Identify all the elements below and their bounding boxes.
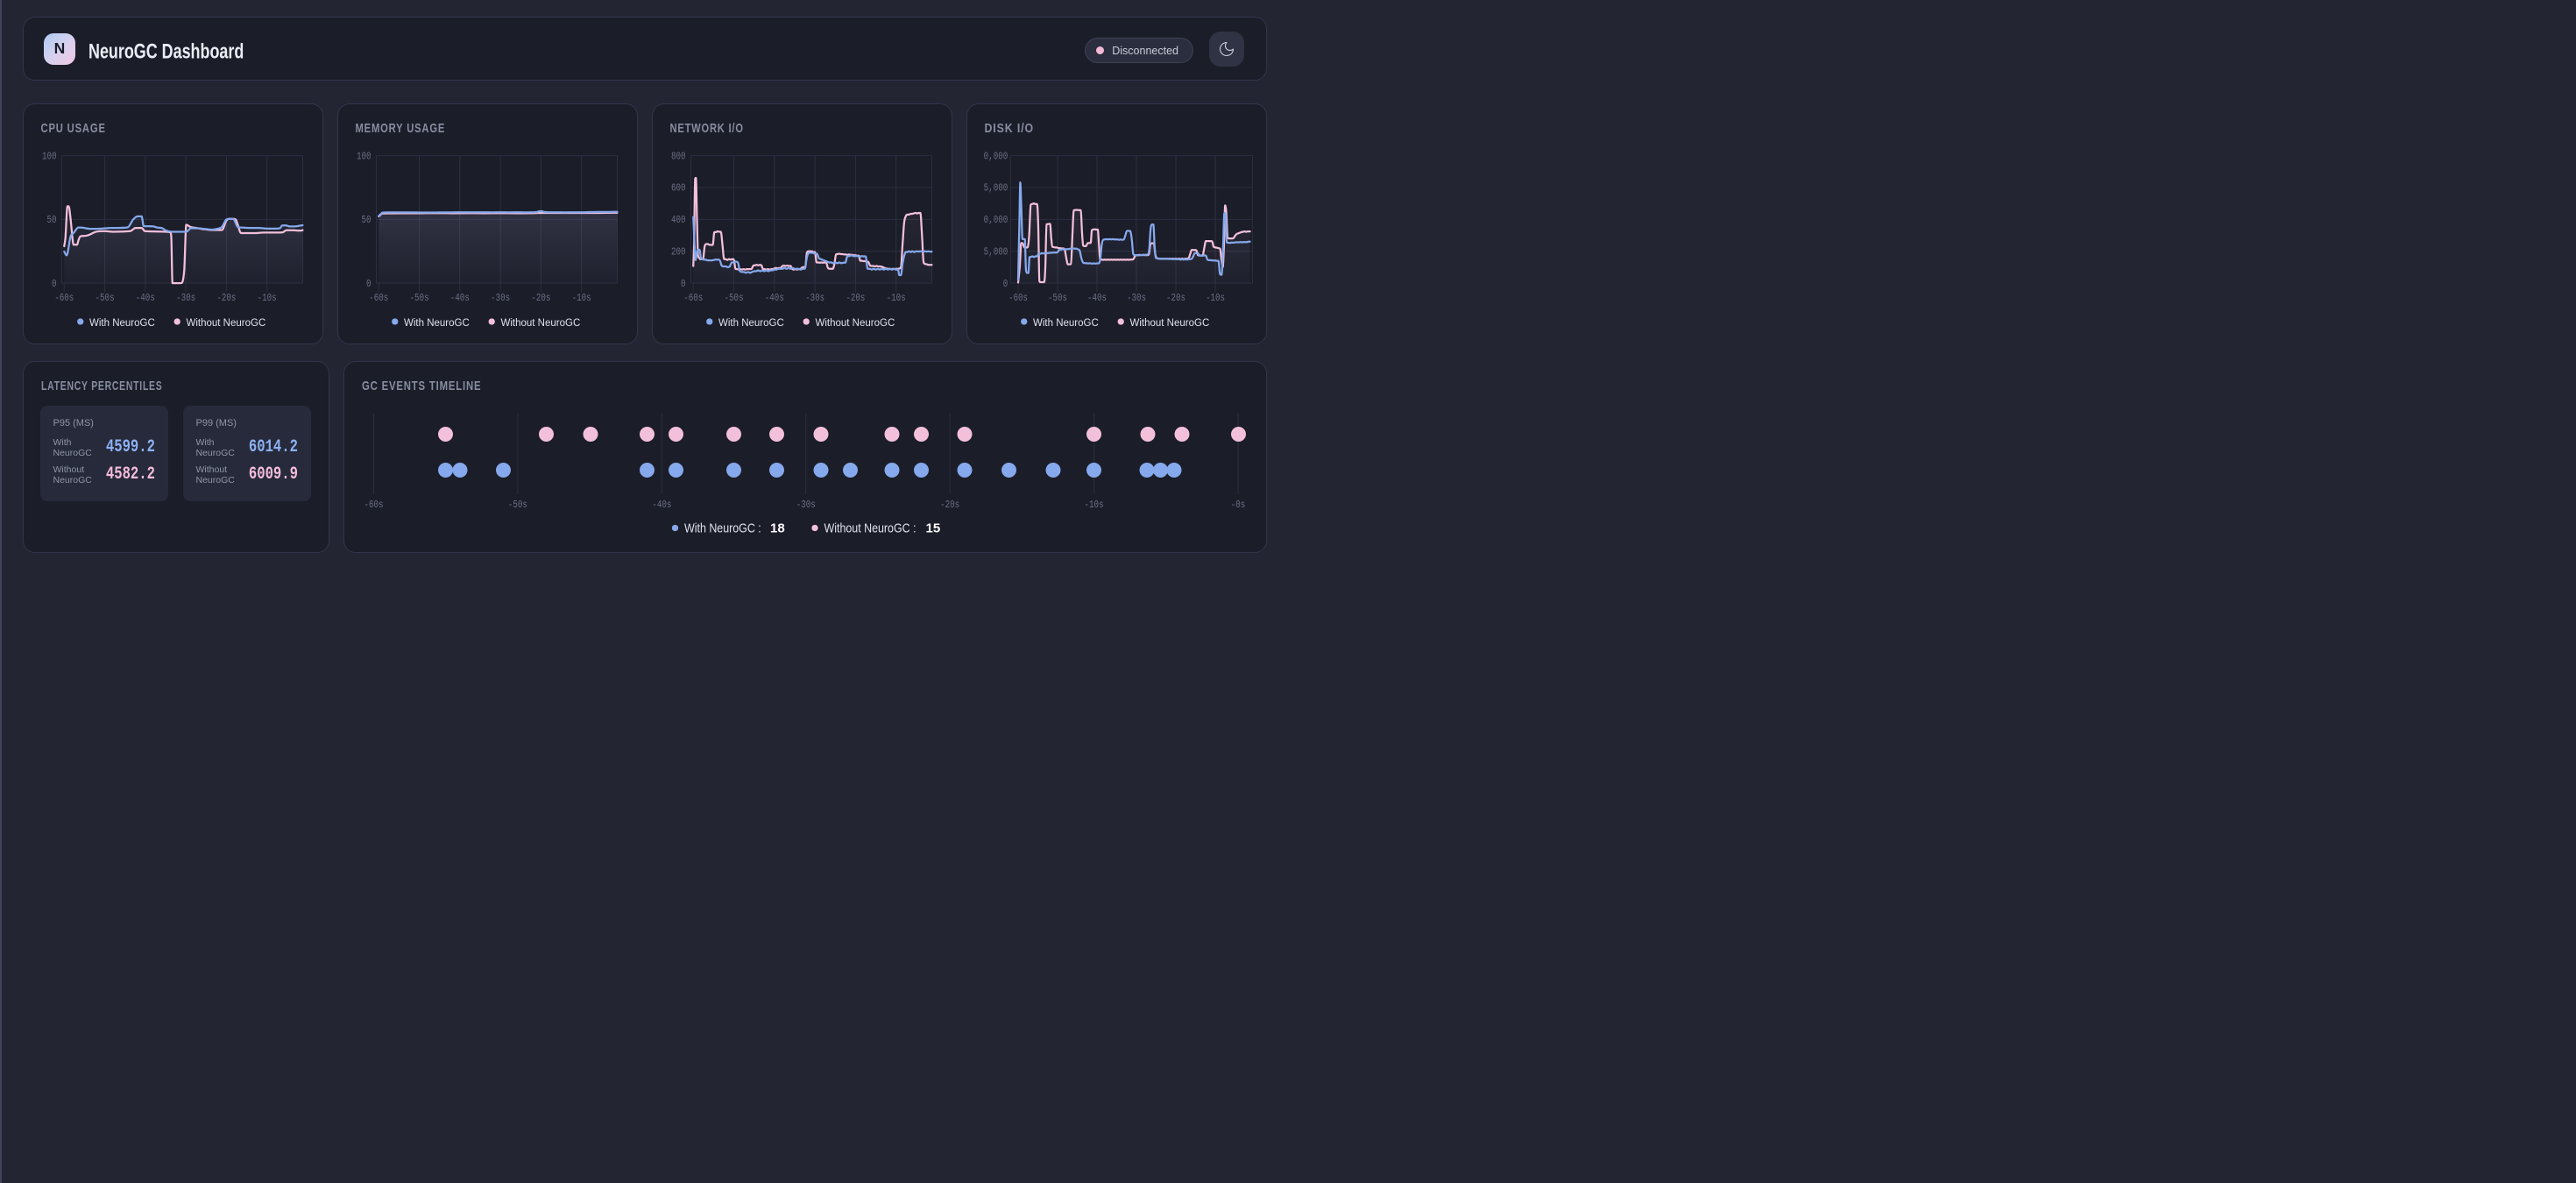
svg-text:50: 50: [46, 215, 56, 226]
svg-text:200: 200: [670, 246, 685, 258]
svg-text:Without NeuroGC: Without NeuroGC: [815, 318, 895, 329]
svg-text:-20s: -20s: [216, 293, 236, 304]
svg-text:800: 800: [670, 151, 685, 162]
svg-text:-60s: -60s: [54, 293, 74, 304]
svg-text:-50s: -50s: [724, 293, 743, 304]
svg-text:-50s: -50s: [409, 293, 428, 304]
svg-text:Without NeuroGC :: Without NeuroGC :: [824, 521, 916, 535]
svg-text:MEMORY USAGE: MEMORY USAGE: [355, 120, 445, 135]
svg-text:With NeuroGC :: With NeuroGC :: [684, 521, 761, 535]
svg-text:0: 0: [365, 279, 371, 290]
svg-text:-10s: -10s: [886, 293, 905, 304]
svg-text:100: 100: [41, 151, 56, 162]
svg-text:With NeuroGC: With NeuroGC: [404, 318, 470, 329]
svg-text:-30s: -30s: [1126, 293, 1145, 304]
svg-text:600: 600: [670, 182, 685, 194]
svg-text:-20s: -20s: [940, 499, 959, 511]
svg-text:-50s: -50s: [508, 499, 527, 511]
svg-text:0,000: 0,000: [983, 151, 1008, 162]
svg-text:-10s: -10s: [1085, 499, 1104, 511]
svg-text:18: 18: [770, 521, 785, 535]
svg-text:DISK I/O: DISK I/O: [984, 120, 1034, 134]
svg-text:-30s: -30s: [805, 293, 824, 304]
svg-text:-40s: -40s: [135, 293, 154, 304]
svg-text:-50s: -50s: [95, 293, 114, 304]
svg-text:-60s: -60s: [369, 293, 388, 304]
svg-text:0: 0: [1002, 279, 1008, 290]
svg-text:-50s: -50s: [1047, 293, 1066, 304]
svg-text:Without NeuroGC: Without NeuroGC: [500, 318, 580, 329]
svg-text:0: 0: [51, 279, 56, 290]
svg-text:-60s: -60s: [364, 499, 383, 511]
svg-text:-30s: -30s: [491, 293, 510, 304]
svg-text:-60s: -60s: [683, 293, 703, 304]
svg-text:-60s: -60s: [1008, 293, 1027, 304]
svg-text:With NeuroGC: With NeuroGC: [1033, 318, 1099, 329]
svg-text:400: 400: [670, 215, 685, 226]
svg-text:5,000: 5,000: [983, 246, 1008, 258]
svg-text:CPU USAGE: CPU USAGE: [40, 120, 105, 135]
svg-text:50: 50: [361, 215, 371, 226]
svg-text:-10s: -10s: [571, 293, 591, 304]
svg-text:-30s: -30s: [796, 499, 816, 511]
svg-text:-10s: -10s: [257, 293, 276, 304]
svg-text:-40s: -40s: [1086, 293, 1106, 304]
svg-text:-0s: -0s: [1231, 499, 1246, 511]
svg-text:Without NeuroGC: Without NeuroGC: [186, 318, 265, 329]
svg-text:0: 0: [680, 279, 685, 290]
svg-text:-10s: -10s: [1205, 293, 1224, 304]
svg-text:-40s: -40s: [652, 499, 671, 511]
svg-text:-40s: -40s: [764, 293, 783, 304]
svg-text:GC EVENTS TIMELINE: GC EVENTS TIMELINE: [362, 378, 481, 393]
svg-text:NETWORK I/O: NETWORK I/O: [669, 120, 743, 135]
svg-text:100: 100: [356, 151, 371, 162]
svg-text:15: 15: [926, 521, 941, 535]
svg-text:-40s: -40s: [449, 293, 469, 304]
svg-text:-20s: -20s: [1165, 293, 1185, 304]
svg-text:Without NeuroGC: Without NeuroGC: [1129, 318, 1209, 329]
svg-text:-20s: -20s: [846, 293, 865, 304]
svg-text:With NeuroGC: With NeuroGC: [718, 318, 784, 329]
svg-text:5,000: 5,000: [983, 182, 1008, 194]
svg-text:0,000: 0,000: [983, 215, 1008, 226]
svg-text:-20s: -20s: [531, 293, 550, 304]
svg-text:-30s: -30s: [176, 293, 195, 304]
svg-text:With NeuroGC: With NeuroGC: [89, 318, 155, 329]
